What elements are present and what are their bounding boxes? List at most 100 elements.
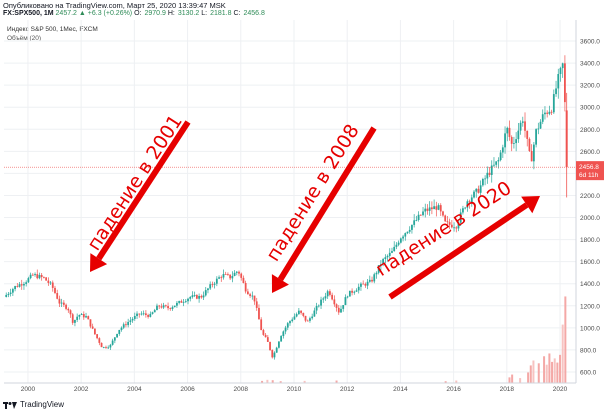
candle-body [242,277,245,283]
candle-body [129,320,132,322]
symbol-label[interactable]: FX:SPX500, 1M [3,10,54,17]
candle-body [386,255,389,258]
candle-body [200,296,203,298]
candle-body [335,304,338,308]
candle-body [466,201,469,208]
candle-body [366,281,369,286]
open-label: O: [134,10,142,17]
volume-bar [527,372,530,383]
candle-body [23,283,25,286]
candle-body [508,127,511,137]
candle-body [315,306,318,311]
volume-bar [532,360,535,383]
candle-body [453,227,455,229]
candle-body [25,282,28,284]
candle-body [233,272,236,277]
candle-body [397,242,400,245]
volume-bar [335,380,338,383]
y-tick-label: 800.0 [580,347,597,354]
axes: 3600.03400.03200.03000.02800.02600.02400… [4,20,604,393]
candle-body [7,293,10,295]
candle-body [552,94,555,113]
high-label: H: [167,10,175,17]
annotation-arrow-head [271,274,289,293]
candle-body [544,112,546,115]
candle-body [102,346,105,348]
candle-body [546,112,549,114]
candle-body [555,88,557,95]
candle-body [499,152,502,161]
candle-body [149,313,152,317]
candle-body [269,341,271,351]
tradingview-logo[interactable]: TradingView [3,400,64,409]
candle-body [109,344,112,348]
candle-body [375,272,378,275]
candle-body [473,191,475,198]
candle-body [342,305,345,309]
annotation-arrows: падение в 2001 падение в 2008 падение в 20… [83,111,540,300]
candle-body [415,220,418,221]
published-caption: Опубликовано на TradingView.com, Март 25… [3,1,226,10]
candle-body [408,229,411,232]
x-tick-label: 2010 [287,386,302,393]
tradingview-logo-text: TradingView [20,400,65,409]
candle-body [238,271,240,274]
candle-body [382,259,385,265]
candle-body [178,301,181,303]
candle-body [69,310,72,315]
candle-body [413,220,416,225]
candle-body [98,338,101,343]
candle-body [379,264,382,266]
candle-body [231,276,234,279]
candle-body [31,274,34,276]
x-tick-label: 2008 [234,386,249,393]
candle-body [18,284,21,287]
candle-body [153,310,156,313]
candle-body [435,206,438,210]
candle-body [113,337,116,341]
candle-body [34,274,36,276]
volume-bars [261,296,567,383]
volume-bar [551,361,554,383]
candle-body [517,130,520,140]
candle-body [524,121,526,131]
candle-body [45,277,48,281]
candle-body [56,293,59,299]
candle-body [40,274,43,278]
candle-body [74,319,76,323]
annotation-label: падение в 2001 [83,111,187,255]
y-tick-label: 3000.0 [580,105,600,112]
x-tick-label: 2004 [127,386,142,393]
volume-bar [545,364,548,383]
candle-body [488,172,491,175]
candle-body [557,74,560,89]
candle-body [309,318,311,321]
y-tick-label: 1400.0 [580,281,600,288]
volume-bar [553,358,556,383]
candle-body [297,310,300,315]
candle-body [364,284,367,286]
candle-body [317,305,320,307]
candle-body [164,305,167,307]
candle-body [388,252,391,256]
last-price-value: 2456.8 [579,164,599,171]
candle-body [80,314,83,315]
candle-body [182,301,185,303]
candle-body [457,222,460,229]
low-label: L: [201,10,208,17]
candle-body [14,286,16,290]
annotation-arrow-head [90,253,108,272]
candle-body [373,274,376,282]
volume-bar [271,380,274,383]
candle-body [424,208,427,212]
candle-body [71,314,74,323]
volume-bar [537,363,540,383]
annotation-label: падение в 2008 [262,120,364,265]
candle-body [280,336,283,342]
candle-body [346,296,349,298]
y-tick-label: 2800.0 [580,127,600,134]
candle-body [444,215,447,222]
candle-body [93,328,96,335]
candle-body [337,307,340,313]
